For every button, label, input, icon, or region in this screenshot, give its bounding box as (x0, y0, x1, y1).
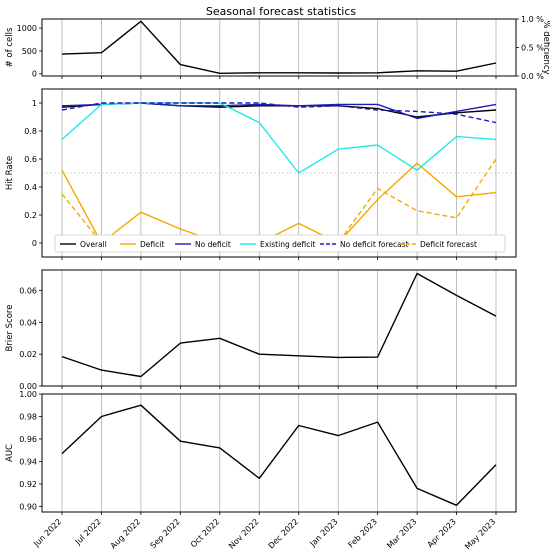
plot-root: 0 500 1000 0.0 % 0.5 % 1.0 %% deficiency # of … (5, 15, 550, 551)
x-tick-label: Jul 2022 (73, 517, 103, 547)
series-line-deficit (61, 162, 497, 244)
panel-2: 0 0.2 0.4 0.6 0.8 1 Hit Rate Overall Deficit No d… (5, 88, 517, 260)
y-tick-label: 0.6 (24, 155, 37, 164)
y-tick-label: 0.02 (19, 350, 37, 359)
legend-label: Existing deficit (260, 240, 315, 249)
x-tick-label: Aug 2022 (109, 517, 143, 551)
figure-title: Seasonal forecast statistics (206, 5, 356, 18)
y-tick-label: 0 (32, 239, 37, 248)
legend-label: No deficit (195, 240, 231, 249)
x-tick-label: May 2023 (463, 517, 497, 551)
y-tick-label: 0.94 (19, 457, 37, 466)
y-axis-label: # of cells (5, 27, 15, 67)
y-tick-label: 0 (32, 70, 37, 79)
x-tick-label: Jun 2022 (31, 517, 63, 549)
axes-frame (41, 18, 517, 77)
x-tick-label: Dec 2022 (267, 517, 301, 551)
y-tick-label: 1.00 (19, 390, 37, 399)
y-tick-label: 0.98 (19, 412, 37, 421)
y-right-tick-label: 1.0 % (521, 15, 544, 24)
y-tick-label: 0.4 (24, 183, 37, 192)
panel-4: 0.90 0.92 0.94 0.96 0.98 1.00 AUC (5, 390, 517, 515)
panel-3: 0.00 0.02 0.04 0.06 Brier Score (5, 269, 517, 391)
y-right-tick-label: 0.5 % (521, 44, 544, 53)
axes-frame (41, 393, 517, 513)
x-tick-label: Nov 2022 (227, 517, 261, 551)
y-axis-label: Hit Rate (5, 156, 15, 190)
y-right-axis-label: % deficiency (541, 20, 550, 74)
x-tick-label: Feb 2023 (346, 517, 379, 550)
y-tick-label: 0.00 (19, 382, 37, 391)
series-line-no-deficit-forecast (61, 102, 497, 124)
x-tick-label: Apr 2023 (426, 517, 458, 549)
y-tick-label: 500 (22, 47, 37, 56)
legend: Overall Deficit No deficit Existing deficit… (54, 234, 506, 253)
x-tick-label: Sep 2022 (149, 517, 182, 550)
x-tick-label: Mar 2023 (385, 517, 418, 550)
legend-label: No deficit forecast (340, 240, 409, 249)
y-tick-label: 1 (32, 99, 37, 108)
series-line-1 (61, 404, 497, 506)
panel-1: 0 500 1000 0.0 % 0.5 % 1.0 %% deficiency # of … (5, 15, 550, 81)
series-line-existing-deficit (61, 102, 497, 174)
legend-label: Overall (80, 240, 107, 249)
y-tick-label: 0.90 (19, 502, 37, 511)
y-axis-label: Brier Score (5, 305, 15, 352)
y-tick-label: 0.06 (19, 287, 37, 296)
axes-frame (41, 269, 517, 387)
y-tick-label: 0.8 (24, 127, 37, 136)
y-tick-label: 0.04 (19, 318, 37, 327)
legend-label: Deficit forecast (420, 240, 477, 249)
y-tick-label: 0.2 (24, 211, 37, 220)
x-tick-label: Jan 2023 (308, 517, 340, 549)
y-tick-label: 0.92 (19, 480, 37, 489)
legend-box (54, 234, 506, 253)
series-line-1 (61, 20, 497, 75)
y-tick-label: 0.96 (19, 435, 37, 444)
legend-label: Deficit (140, 240, 164, 249)
series-line-1 (61, 272, 497, 378)
y-axis-label: AUC (5, 444, 15, 462)
series-line-deficit-forecast (61, 158, 497, 244)
y-tick-label: 1000 (17, 24, 37, 33)
axes-frame (41, 88, 517, 258)
y-right-tick-label: 0.0 % (521, 72, 544, 81)
x-tick-label: Oct 2022 (189, 517, 221, 549)
